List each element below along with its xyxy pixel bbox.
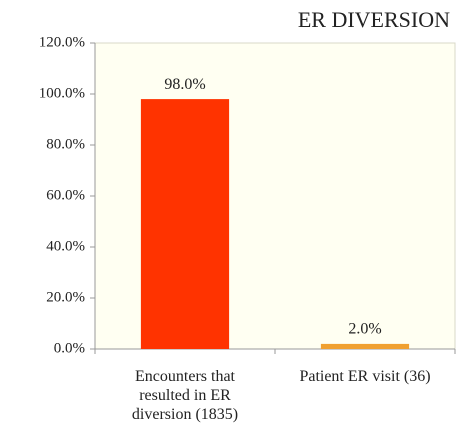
y-tick-label: 120.0% bbox=[39, 34, 85, 50]
x-tick-label: Patient ER visit (36) bbox=[299, 368, 431, 385]
y-tick-label: 20.0% bbox=[46, 289, 85, 305]
bar bbox=[320, 343, 410, 349]
y-tick-label: 40.0% bbox=[46, 238, 85, 254]
y-tick-label: 80.0% bbox=[46, 136, 85, 152]
x-tick-label: Encounters that resulted in ER diversion… bbox=[131, 368, 239, 423]
bar bbox=[140, 99, 230, 349]
y-tick-label: 100.0% bbox=[39, 85, 85, 101]
chart-title: ER DIVERSION bbox=[298, 7, 450, 32]
y-tick-label: 0.0% bbox=[54, 340, 85, 356]
y-tick-label: 60.0% bbox=[46, 187, 85, 203]
data-label: 98.0% bbox=[164, 76, 205, 93]
data-label: 2.0% bbox=[348, 321, 381, 338]
